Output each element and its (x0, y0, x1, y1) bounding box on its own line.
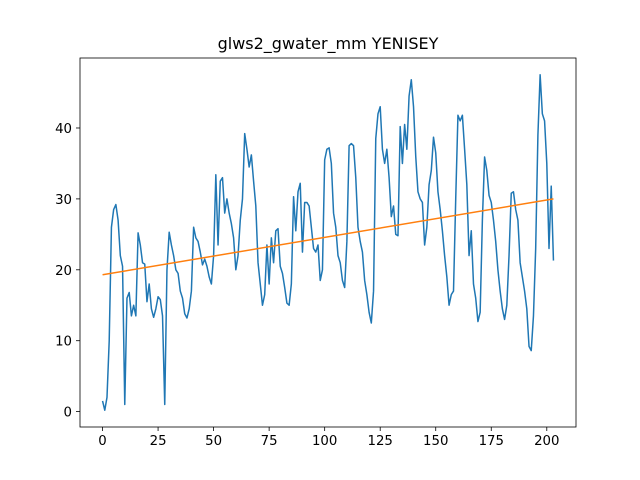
x-tick-label: 25 (150, 434, 167, 449)
x-tick-label: 100 (312, 434, 337, 449)
y-tick-label: 40 (55, 122, 72, 137)
x-tick-label: 50 (205, 434, 222, 449)
x-tick-label: 0 (98, 434, 106, 449)
x-tick-label: 200 (534, 434, 559, 449)
data-line (102, 198, 554, 276)
chart-title: glws2_gwater_mm YENISEY (218, 34, 439, 54)
data-line (101, 74, 555, 411)
x-tick-label: 125 (368, 434, 393, 449)
y-tick-label: 0 (64, 406, 72, 421)
y-tick-label: 30 (55, 193, 72, 208)
y-tick-label: 10 (55, 335, 72, 350)
plot-frame (79, 57, 577, 428)
y-tick-label: 20 (55, 264, 72, 279)
x-tick-label: 150 (423, 434, 448, 449)
x-tick-label: 175 (479, 434, 504, 449)
x-tick-label: 75 (261, 434, 278, 449)
